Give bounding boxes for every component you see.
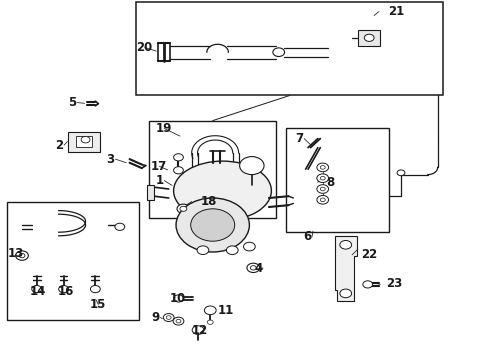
Circle shape [316, 163, 328, 172]
Circle shape [173, 167, 183, 174]
Text: 8: 8 [326, 176, 334, 189]
Circle shape [16, 251, 28, 260]
Bar [7, 202, 139, 320]
Bar [68, 132, 100, 152]
Circle shape [272, 48, 284, 57]
Text: 21: 21 [387, 5, 403, 18]
Circle shape [166, 316, 171, 319]
Circle shape [81, 136, 90, 143]
Bar [358, 30, 379, 46]
Text: 4: 4 [254, 262, 262, 275]
Circle shape [115, 223, 124, 230]
Circle shape [320, 176, 325, 180]
Circle shape [59, 285, 68, 293]
Text: 6: 6 [303, 230, 311, 243]
Circle shape [396, 170, 404, 176]
Bar [149, 121, 276, 218]
Text: 1: 1 [155, 174, 163, 187]
Text: 20: 20 [136, 41, 152, 54]
Text: 7: 7 [295, 132, 303, 145]
Circle shape [177, 204, 189, 213]
Circle shape [173, 317, 183, 325]
Text: 16: 16 [58, 285, 74, 298]
Circle shape [173, 154, 183, 161]
Circle shape [316, 185, 328, 193]
Circle shape [316, 195, 328, 204]
Text: 3: 3 [106, 153, 115, 166]
Circle shape [180, 206, 186, 211]
Circle shape [173, 295, 183, 302]
Text: 14: 14 [29, 285, 45, 298]
Circle shape [190, 209, 234, 241]
Polygon shape [334, 236, 356, 301]
Circle shape [19, 253, 25, 258]
Text: 17: 17 [150, 160, 166, 173]
Circle shape [197, 246, 208, 255]
Circle shape [339, 240, 351, 249]
Bar [146, 185, 154, 200]
Circle shape [192, 326, 203, 334]
Circle shape [246, 263, 259, 273]
Circle shape [243, 242, 255, 251]
Circle shape [239, 157, 264, 175]
Circle shape [204, 306, 216, 315]
Circle shape [176, 319, 181, 323]
Text: 5: 5 [68, 96, 77, 109]
Text: 9: 9 [151, 311, 160, 324]
Circle shape [364, 34, 373, 41]
Circle shape [176, 198, 249, 252]
Text: 13: 13 [7, 247, 23, 260]
Text: 19: 19 [155, 122, 171, 135]
Text: 15: 15 [89, 298, 105, 311]
Circle shape [320, 198, 325, 202]
Bar [285, 128, 388, 232]
Circle shape [32, 285, 41, 293]
Ellipse shape [173, 161, 271, 220]
Circle shape [163, 314, 174, 321]
Text: 18: 18 [200, 195, 216, 208]
Circle shape [207, 320, 213, 324]
Text: 2: 2 [55, 139, 63, 152]
Circle shape [320, 187, 325, 191]
Bar [76, 136, 92, 147]
Text: 23: 23 [386, 277, 402, 290]
Text: 12: 12 [192, 324, 208, 337]
Circle shape [320, 166, 325, 169]
Circle shape [250, 266, 256, 270]
Circle shape [226, 246, 238, 255]
Circle shape [362, 281, 372, 288]
Text: 10: 10 [170, 292, 186, 305]
Circle shape [339, 289, 351, 298]
Circle shape [316, 174, 328, 183]
Bar [136, 2, 442, 95]
Text: 11: 11 [217, 304, 233, 317]
Circle shape [90, 285, 100, 293]
Text: 22: 22 [360, 248, 376, 261]
